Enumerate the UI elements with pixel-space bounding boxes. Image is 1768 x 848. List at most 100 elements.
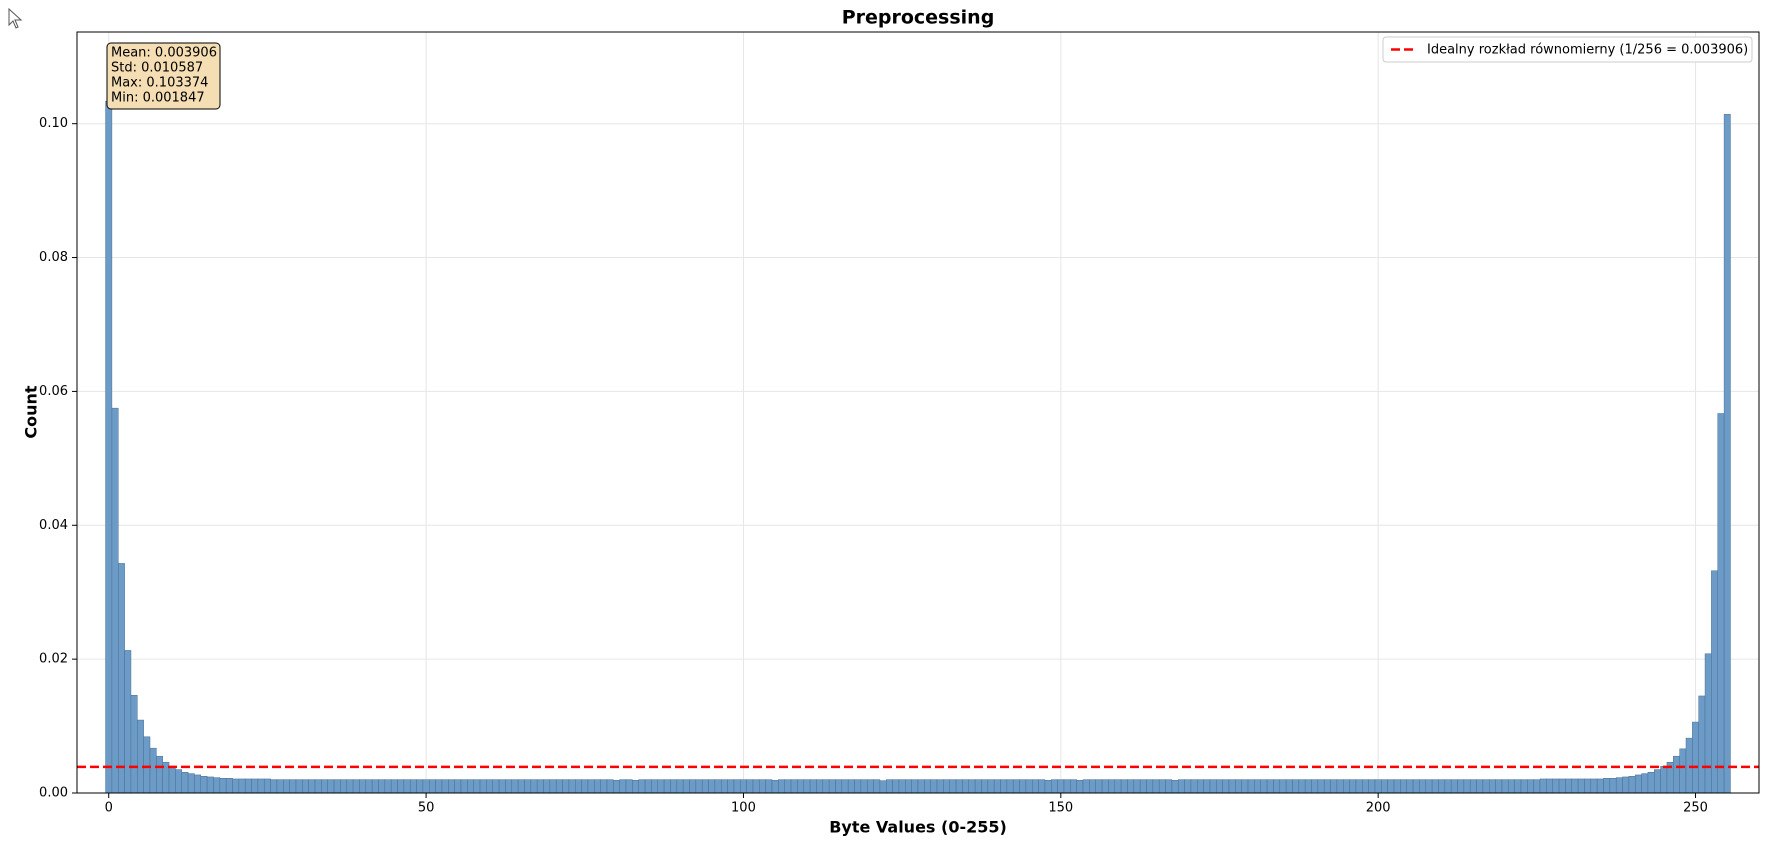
bar bbox=[689, 779, 697, 794]
bar bbox=[1095, 779, 1103, 794]
bar bbox=[1508, 779, 1515, 794]
bar bbox=[187, 773, 195, 794]
bar bbox=[238, 778, 246, 794]
bar bbox=[486, 779, 493, 794]
bar bbox=[1273, 779, 1281, 794]
bar bbox=[987, 779, 995, 794]
bar bbox=[1152, 779, 1160, 794]
bar bbox=[727, 779, 735, 794]
x-tick-label: 0 bbox=[105, 801, 113, 816]
bar bbox=[847, 779, 855, 794]
bar bbox=[1184, 779, 1192, 794]
bar bbox=[879, 780, 887, 794]
bar bbox=[657, 779, 665, 794]
bar bbox=[797, 779, 805, 794]
bar bbox=[1615, 777, 1623, 794]
bar bbox=[1469, 779, 1477, 794]
bar bbox=[1070, 779, 1077, 794]
bar bbox=[371, 779, 379, 794]
bar bbox=[359, 779, 367, 794]
y-tick-label: 0.08 bbox=[39, 250, 68, 265]
bar bbox=[695, 779, 703, 794]
bar bbox=[340, 779, 348, 794]
legend-label: Idealny rozkład równomierny (1/256 = 0.0… bbox=[1427, 43, 1748, 58]
bar bbox=[1590, 778, 1598, 794]
bar bbox=[892, 779, 900, 794]
bar bbox=[644, 779, 652, 794]
bars bbox=[105, 100, 1731, 794]
bar bbox=[1444, 779, 1452, 794]
bar bbox=[257, 778, 265, 794]
bar bbox=[701, 779, 709, 794]
bar bbox=[168, 765, 176, 794]
bar bbox=[1000, 779, 1008, 794]
bar bbox=[1241, 779, 1249, 794]
bar bbox=[930, 779, 938, 794]
bar bbox=[1120, 779, 1128, 794]
bar bbox=[1584, 778, 1592, 794]
bar bbox=[467, 779, 474, 794]
bar bbox=[1158, 779, 1166, 794]
bar bbox=[974, 779, 982, 794]
bar bbox=[1482, 779, 1490, 794]
bar bbox=[568, 779, 576, 794]
bar bbox=[1685, 737, 1693, 794]
bar bbox=[778, 779, 785, 794]
bar bbox=[886, 779, 893, 794]
bar bbox=[1438, 779, 1446, 794]
bar bbox=[175, 769, 182, 794]
bar bbox=[295, 779, 303, 794]
bar bbox=[1216, 779, 1223, 794]
bar bbox=[860, 779, 868, 794]
bar bbox=[1057, 779, 1065, 794]
bar bbox=[1197, 779, 1204, 794]
bar bbox=[283, 779, 290, 794]
bar bbox=[1501, 779, 1509, 794]
stats-line: Max: 0.103374 bbox=[111, 76, 208, 91]
bar bbox=[784, 779, 792, 794]
bar bbox=[511, 779, 519, 794]
bar bbox=[740, 779, 747, 794]
bar bbox=[1628, 776, 1636, 794]
bar bbox=[378, 779, 386, 794]
bar bbox=[651, 779, 659, 794]
bar bbox=[1654, 769, 1661, 794]
grid bbox=[77, 32, 1759, 794]
bar bbox=[1031, 779, 1039, 794]
bar bbox=[1222, 779, 1230, 794]
bar bbox=[1203, 779, 1211, 794]
bar bbox=[936, 779, 944, 794]
bar bbox=[118, 563, 125, 794]
bar bbox=[1311, 779, 1319, 794]
bar bbox=[517, 779, 525, 794]
bar bbox=[1393, 779, 1401, 794]
bar bbox=[1634, 774, 1642, 794]
bar bbox=[1051, 779, 1058, 794]
bar bbox=[111, 407, 119, 794]
bar bbox=[581, 779, 589, 794]
bar bbox=[714, 779, 722, 794]
bar bbox=[137, 719, 144, 794]
bar bbox=[1711, 570, 1718, 794]
bar bbox=[479, 779, 487, 794]
bar bbox=[276, 779, 284, 794]
bar bbox=[244, 778, 252, 794]
bar bbox=[365, 779, 373, 794]
bar bbox=[352, 779, 360, 794]
bar bbox=[549, 779, 557, 794]
bar bbox=[1133, 779, 1141, 794]
bar bbox=[1082, 779, 1090, 794]
bar bbox=[397, 779, 405, 794]
legend-box bbox=[1382, 36, 1753, 63]
bar bbox=[524, 779, 532, 794]
bar bbox=[1520, 779, 1528, 794]
bar bbox=[149, 747, 157, 794]
bar bbox=[733, 779, 741, 794]
bar bbox=[1457, 779, 1465, 794]
bar bbox=[663, 779, 671, 794]
bar bbox=[327, 779, 335, 794]
bar bbox=[435, 779, 443, 794]
bar bbox=[587, 779, 595, 794]
bar bbox=[600, 779, 608, 794]
bar bbox=[308, 779, 316, 794]
